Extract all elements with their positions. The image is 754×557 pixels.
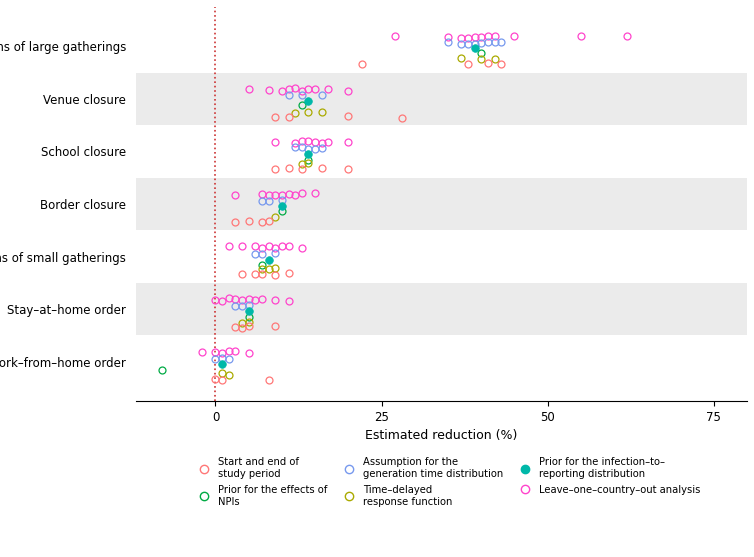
Bar — [136, 178, 747, 230]
Bar — [136, 72, 747, 125]
Bar — [136, 283, 747, 335]
Legend: Start and end of
study period, Prior for the effects of
NPIs, Assumption for the: Start and end of study period, Prior for… — [189, 453, 705, 511]
X-axis label: Estimated reduction (%): Estimated reduction (%) — [365, 429, 517, 442]
